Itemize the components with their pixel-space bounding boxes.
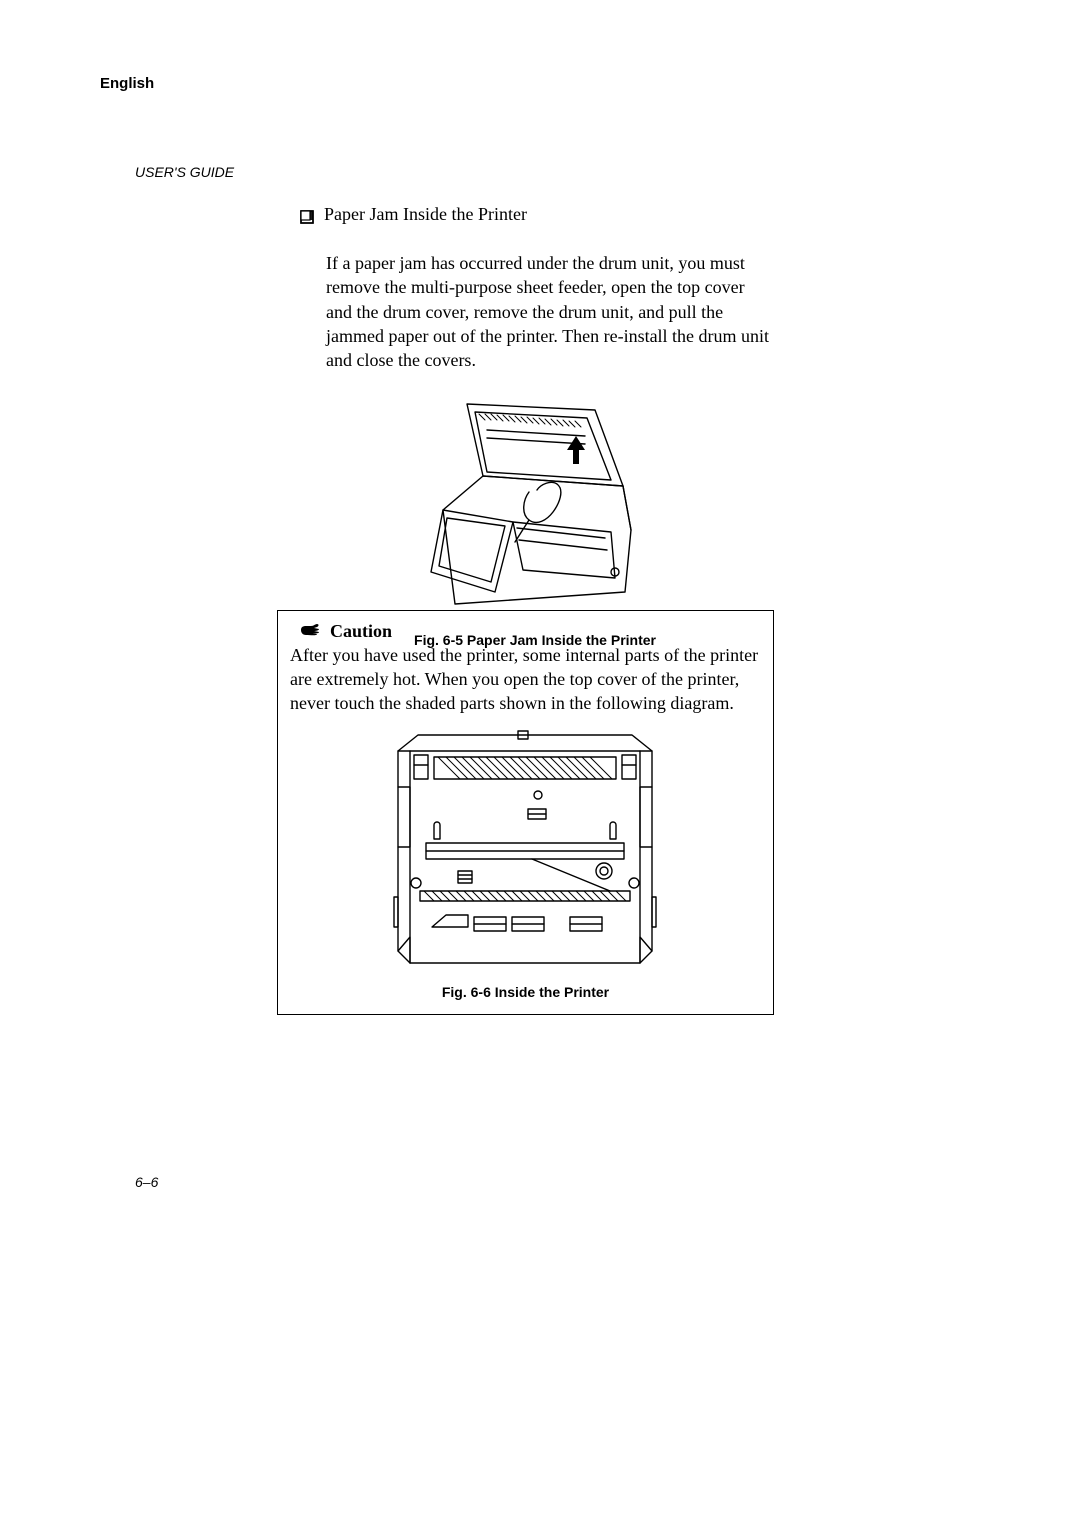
caution-body: After you have used the printer, some in…	[290, 644, 761, 715]
page-number: 6–6	[135, 1174, 158, 1190]
printer-inside-illustration-icon	[388, 727, 663, 965]
bullet-box-icon	[300, 208, 314, 229]
main-content: Paper Jam Inside the Printer If a paper …	[300, 204, 770, 670]
caution-heading-row: Caution	[300, 621, 761, 642]
language-header: English	[100, 75, 154, 92]
section-heading-text: Paper Jam Inside the Printer	[324, 204, 527, 229]
figure-6-5	[300, 392, 770, 614]
section-heading-row: Paper Jam Inside the Printer	[300, 204, 770, 229]
figure-6-6	[290, 727, 761, 970]
guide-subheader: USER'S GUIDE	[135, 164, 234, 180]
figure-6-6-caption: Fig. 6-6 Inside the Printer	[290, 984, 761, 1000]
caution-heading-text: Caution	[330, 621, 392, 642]
printer-jam-illustration-icon	[425, 392, 645, 609]
caution-box: Caution After you have used the printer,…	[277, 610, 774, 1015]
section-body: If a paper jam has occurred under the dr…	[326, 251, 770, 372]
hand-pointer-icon	[300, 621, 320, 642]
